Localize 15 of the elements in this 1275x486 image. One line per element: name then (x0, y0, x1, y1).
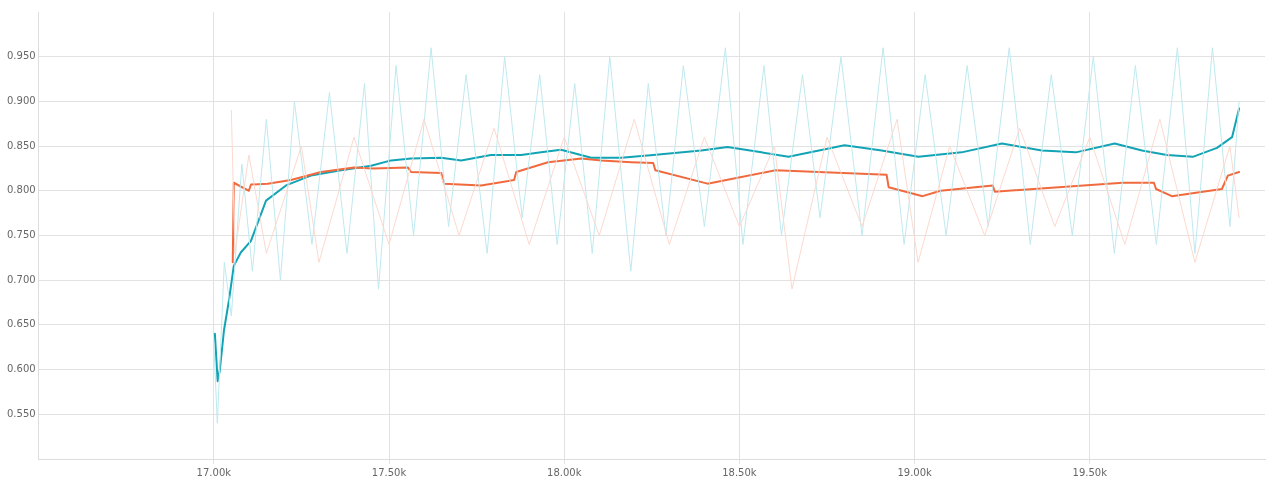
x-tick-label: 17.50k (371, 466, 407, 478)
y-tick-label: 0.950 (6, 50, 36, 62)
y-tick-label: 0.650 (6, 318, 36, 330)
y-tick-label: 0.800 (6, 184, 36, 196)
x-tick-label: 19.50k (1072, 466, 1108, 478)
y-tick-label: 0.600 (6, 363, 36, 375)
y-tick-label: 0.700 (6, 273, 36, 285)
x-tick-label: 18.50k (722, 466, 757, 478)
y-tick-label: 0.750 (6, 229, 36, 241)
y-tick-label: 0.900 (6, 94, 36, 106)
y-tick-label: 0.550 (6, 407, 36, 419)
y-tick-label: 0.850 (6, 139, 36, 151)
x-tick-label: 18.00k (547, 466, 582, 478)
x-tick-label: 19.00k (897, 466, 933, 478)
x-tick-label: 17.00k (196, 466, 232, 478)
